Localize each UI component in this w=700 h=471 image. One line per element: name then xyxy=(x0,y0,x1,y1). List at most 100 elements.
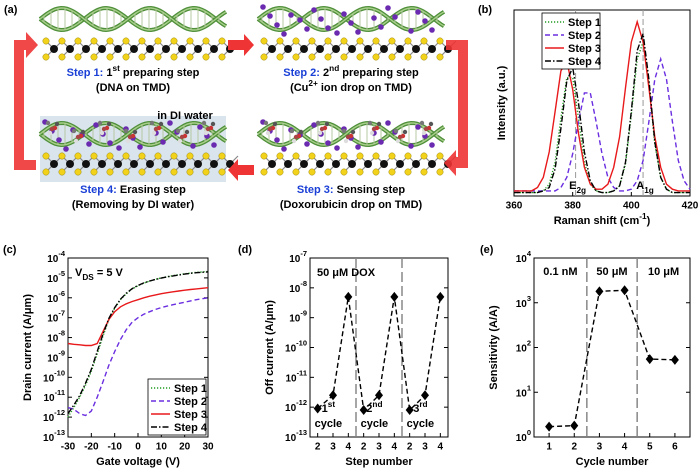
cycle-word: cycle xyxy=(407,418,435,430)
sulfur-atom xyxy=(276,37,284,45)
copper-ion xyxy=(197,124,203,130)
copper-ion xyxy=(281,146,287,152)
sulfur-atom xyxy=(42,168,50,176)
drug-molecule xyxy=(289,128,295,134)
legend-label: Step 2 xyxy=(568,30,601,42)
sulfur-atom xyxy=(202,168,210,176)
sulfur-atom xyxy=(276,53,284,61)
metal-atom xyxy=(428,45,436,53)
drug-molecule xyxy=(151,130,157,136)
copper-ion xyxy=(378,139,384,145)
drug-molecule xyxy=(71,128,77,134)
y-axis-label: Sensitivity (A/A) xyxy=(488,305,500,390)
drug-molecule xyxy=(175,128,181,134)
step-name: Step 1: xyxy=(67,67,104,79)
x-axis-label: Cycle number xyxy=(576,456,649,468)
drug-molecule xyxy=(99,130,105,136)
peak-label: E2g​ xyxy=(569,180,586,195)
metal-atom xyxy=(50,160,58,168)
illustration xyxy=(256,119,457,176)
sulfur-atom xyxy=(186,37,194,45)
drug-molecule xyxy=(395,138,401,144)
arrow xyxy=(444,40,468,176)
drug-molecule xyxy=(153,126,159,132)
y-tick-label: 10-11​ xyxy=(285,369,307,384)
metal-atom xyxy=(364,45,372,53)
legend-label: Step 4 xyxy=(174,422,208,434)
sulfur-atom xyxy=(122,53,130,61)
x-tick-label: 400 xyxy=(623,201,640,212)
copper-ion xyxy=(86,141,92,147)
copper-ion xyxy=(311,7,317,13)
sulfur-atom xyxy=(420,152,428,160)
x-axis-label: Gate voltage (V) xyxy=(96,456,180,468)
copper-ion xyxy=(429,27,435,33)
step-text: 1st​ preparing step xyxy=(103,64,199,79)
y-tick-label: 10-5​ xyxy=(47,269,65,284)
metal-atom xyxy=(130,45,138,53)
x-tick-label: 3 xyxy=(376,442,382,453)
panel-label: (d) xyxy=(238,244,252,256)
marker xyxy=(313,403,322,414)
dna-strand-highlight xyxy=(39,7,227,31)
sulfur-atom xyxy=(436,53,444,61)
sulfur-atom xyxy=(324,37,332,45)
sulfur-atom xyxy=(340,152,348,160)
x-tick-label: 30 xyxy=(202,442,214,453)
metal-atom xyxy=(178,45,186,53)
copper-ion xyxy=(341,11,347,17)
sulfur-atom xyxy=(436,152,444,160)
x-tick-label: 4 xyxy=(392,442,398,453)
copper-ion xyxy=(392,14,398,20)
sulfur-atom xyxy=(420,168,428,176)
copper-ion xyxy=(160,139,166,145)
drug-molecule xyxy=(263,120,269,126)
sulfur-atom xyxy=(260,152,268,160)
sulfur-atom xyxy=(372,37,380,45)
sulfur-atom xyxy=(388,152,396,160)
panel-label: (b) xyxy=(478,4,492,16)
sulfur-atom xyxy=(388,168,396,176)
region-label: 50 μM xyxy=(596,266,627,278)
drug-molecule xyxy=(80,129,86,135)
plot-frame xyxy=(533,257,691,438)
sulfur-atom xyxy=(154,37,162,45)
marker xyxy=(421,390,429,401)
copper-ion xyxy=(137,144,143,150)
sulfur-atom xyxy=(260,37,268,45)
copper-ion xyxy=(56,137,62,143)
metal-atom xyxy=(348,160,356,168)
y-tick-label: 10-8​ xyxy=(289,279,307,294)
metal-atom xyxy=(380,45,388,53)
copper-ion xyxy=(355,29,361,35)
metal-atom xyxy=(50,45,58,53)
sulfur-atom xyxy=(260,168,268,176)
cycle-ordinal: 1st​ xyxy=(322,400,336,415)
metal-atom xyxy=(66,160,74,168)
sulfur-atom xyxy=(292,152,300,160)
x-tick-label: 3 xyxy=(422,442,428,453)
y-tick-label: 10-12​ xyxy=(43,409,65,424)
metal-atom xyxy=(380,160,388,168)
sulfur-atom xyxy=(372,152,380,160)
y-tick-label: 10-7​ xyxy=(289,249,307,264)
step-text: Erasing step xyxy=(117,184,186,196)
metal-atom xyxy=(268,160,276,168)
copper-ion xyxy=(408,143,414,149)
step-name: Step 3: xyxy=(297,184,334,196)
y-tick-label: 103​ xyxy=(516,294,531,309)
x-tick-label: 4 xyxy=(438,442,444,453)
copper-ion xyxy=(318,16,324,22)
metal-atom xyxy=(194,45,202,53)
sulfur-atom xyxy=(388,37,396,45)
sulfur-atom xyxy=(138,53,146,61)
series-line xyxy=(317,296,441,412)
peak-label: A1g​ xyxy=(636,180,654,195)
metal-atom xyxy=(348,45,356,53)
copper-ion xyxy=(304,141,310,147)
metal-atom xyxy=(66,45,74,53)
sulfur-atom xyxy=(58,37,66,45)
x-tick-label: 3 xyxy=(597,442,603,453)
legend-label: Step 1 xyxy=(568,17,601,29)
